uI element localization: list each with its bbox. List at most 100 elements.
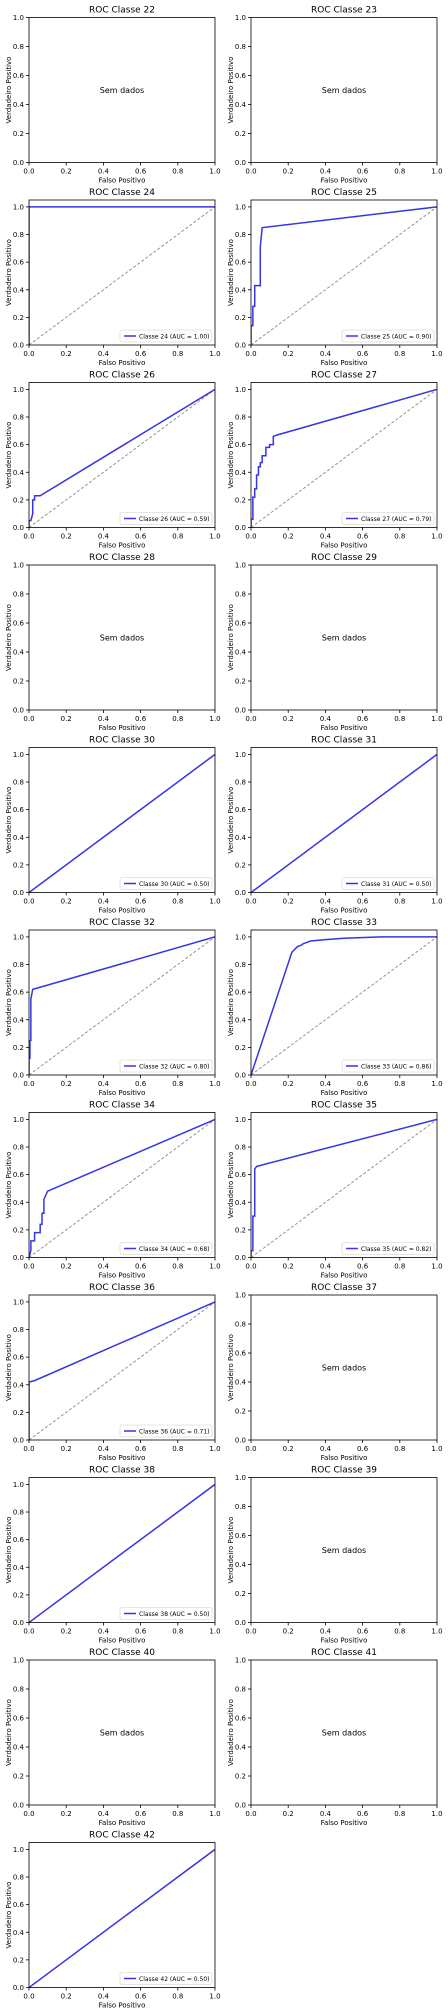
- y-tick-label: 0.2: [235, 1590, 246, 1598]
- subplot-title: ROC Classe 36: [89, 1283, 155, 1293]
- roc-curve: [251, 206, 437, 345]
- axes-frame: [250, 564, 438, 711]
- subplot-title: ROC Classe 26: [89, 371, 155, 381]
- y-tick-label: 0.0: [235, 1619, 246, 1627]
- axes-frame: [28, 1477, 216, 1623]
- subplot-title: ROC Classe 32: [89, 918, 155, 928]
- y-tick-label: 0.2: [13, 496, 24, 504]
- y-tick-label: 0.6: [13, 620, 25, 628]
- no-data-text: Sem dados: [322, 1729, 366, 1738]
- y-axis-label: Verdadeiro Positivo: [227, 422, 235, 489]
- roc-curve: [251, 936, 437, 1075]
- x-tick-label: 0.2: [283, 533, 294, 541]
- roc-subplot: ROC Classe 34 0.0 0.2 0.4 0.6 0.8 1.0 0.0 0.2 0.4…: [5, 1101, 221, 1280]
- legend-label: Classe 25 (AUC = 0.90): [361, 333, 432, 340]
- x-axis-label: Falso Positivo: [321, 907, 368, 915]
- y-tick-label: 0.6: [235, 441, 247, 449]
- axes-frame: [250, 1659, 438, 1806]
- roc-subplot: ROC Classe 25 0.0 0.2 0.4 0.6 0.8 1.0 0.0 0.2 0.4…: [227, 188, 443, 367]
- y-tick-label: 0.8: [13, 43, 24, 51]
- x-tick-label: 0.0: [245, 1810, 256, 1818]
- y-tick-label: 1.0: [235, 1116, 246, 1124]
- x-tick-label: 0.4: [98, 1080, 110, 1088]
- x-axis-label: Falso Positivo: [99, 1819, 146, 1827]
- x-tick-label: 0.4: [320, 1810, 332, 1818]
- y-tick-label: 0.2: [235, 1044, 246, 1052]
- y-tick-label: 1.0: [235, 751, 246, 759]
- chance-diagonal: [251, 206, 437, 345]
- subplot-title: ROC Classe 27: [311, 371, 377, 381]
- x-tick-label: 0.0: [23, 1993, 34, 2001]
- x-tick-label: 0.6: [357, 533, 369, 541]
- legend-label: Classe 31 (AUC = 0.50): [361, 881, 432, 888]
- y-axis-label: Verdadeiro Positivo: [227, 787, 235, 854]
- x-axis-label: Falso Positivo: [321, 177, 368, 185]
- y-tick-label: 0.0: [235, 1254, 246, 1262]
- x-tick-label: 0.2: [61, 715, 72, 723]
- roc-subplot: ROC Classe 29 0.0 0.2 0.4 0.6 0.8 1.0 0.0 0.2 0.4…: [227, 553, 443, 732]
- x-tick-label: 0.0: [245, 715, 256, 723]
- x-tick-label: 0.0: [245, 1445, 256, 1453]
- y-tick-label: 0.4: [13, 649, 25, 657]
- y-tick-label: 1.0: [13, 1846, 24, 1854]
- y-tick-label: 0.2: [13, 1226, 24, 1234]
- x-tick-label: 0.8: [172, 1445, 183, 1453]
- x-tick-label: 0.6: [357, 715, 369, 723]
- x-tick-label: 0.0: [245, 1628, 256, 1636]
- y-tick-label: 0.2: [13, 1409, 24, 1417]
- y-tick-label: 0.8: [13, 779, 24, 787]
- legend-label: Classe 26 (AUC = 0.59): [139, 516, 210, 523]
- x-tick-label: 0.2: [61, 898, 72, 906]
- axes-frame: [250, 382, 438, 528]
- x-axis-label: Falso Positivo: [321, 1454, 368, 1462]
- x-tick-label: 0.8: [172, 168, 183, 176]
- y-axis-label: Verdadeiro Positivo: [5, 239, 13, 306]
- no-data-text: Sem dados: [322, 1546, 366, 1555]
- x-tick-label: 0.2: [283, 1445, 294, 1453]
- x-axis-label: Falso Positivo: [99, 1454, 146, 1462]
- axes-frame: [28, 1112, 216, 1258]
- roc-subplot: ROC Classe 27 0.0 0.2 0.4 0.6 0.8 1.0 0.0 0.2 0.4…: [227, 371, 443, 550]
- y-tick-label: 0.4: [13, 1016, 25, 1024]
- x-axis-label: Falso Positivo: [321, 1089, 368, 1097]
- y-tick-label: 0.0: [235, 1802, 246, 1810]
- subplot-title: ROC Classe 28: [89, 553, 155, 563]
- y-tick-label: 0.8: [13, 1874, 24, 1882]
- y-tick-label: 0.8: [13, 1509, 24, 1517]
- chance-diagonal: [29, 206, 215, 345]
- legend-box: [119, 1242, 213, 1255]
- y-tick-label: 0.4: [235, 469, 247, 477]
- y-tick-label: 0.4: [13, 286, 25, 294]
- legend-box: [119, 1424, 213, 1438]
- y-axis-label: Verdadeiro Positivo: [5, 1334, 13, 1401]
- y-tick-label: 0.8: [235, 1144, 246, 1152]
- axes-frame: [250, 747, 438, 893]
- roc-curve: [29, 1483, 215, 1623]
- chance-diagonal: [251, 389, 437, 528]
- roc-subplot: ROC Classe 33 0.0 0.2 0.4 0.6 0.8 1.0 0.0 0.2 0.4…: [227, 918, 443, 1097]
- y-tick-label: 0.8: [13, 1144, 24, 1152]
- y-tick-label: 0.4: [235, 1561, 247, 1569]
- x-tick-label: 1.0: [431, 533, 442, 541]
- x-tick-label: 0.4: [320, 533, 332, 541]
- roc-curve: [29, 1301, 215, 1440]
- legend-box: [119, 877, 213, 890]
- y-tick-label: 0.6: [235, 620, 247, 628]
- y-tick-label: 0.6: [235, 259, 247, 267]
- x-tick-label: 0.6: [135, 350, 147, 358]
- subplot-title: ROC Classe 22: [89, 6, 155, 16]
- x-tick-label: 0.2: [61, 1993, 72, 2001]
- y-tick-label: 1.0: [235, 203, 246, 211]
- y-tick-label: 0.0: [13, 1254, 24, 1262]
- y-axis-label: Verdadeiro Positivo: [227, 57, 235, 124]
- roc-curve: [29, 388, 215, 528]
- y-tick-label: 0.4: [13, 1564, 25, 1572]
- y-tick-label: 0.8: [235, 591, 246, 599]
- legend-label: Classe 27 (AUC = 0.79): [361, 516, 432, 523]
- x-tick-label: 0.6: [357, 1628, 369, 1636]
- y-tick-label: 0.0: [13, 1802, 24, 1810]
- x-tick-label: 0.0: [23, 1263, 34, 1271]
- legend-label: Classe 36 (AUC = 0.71): [139, 1428, 210, 1435]
- x-tick-label: 0.0: [245, 533, 256, 541]
- y-tick-label: 0.4: [235, 1199, 247, 1207]
